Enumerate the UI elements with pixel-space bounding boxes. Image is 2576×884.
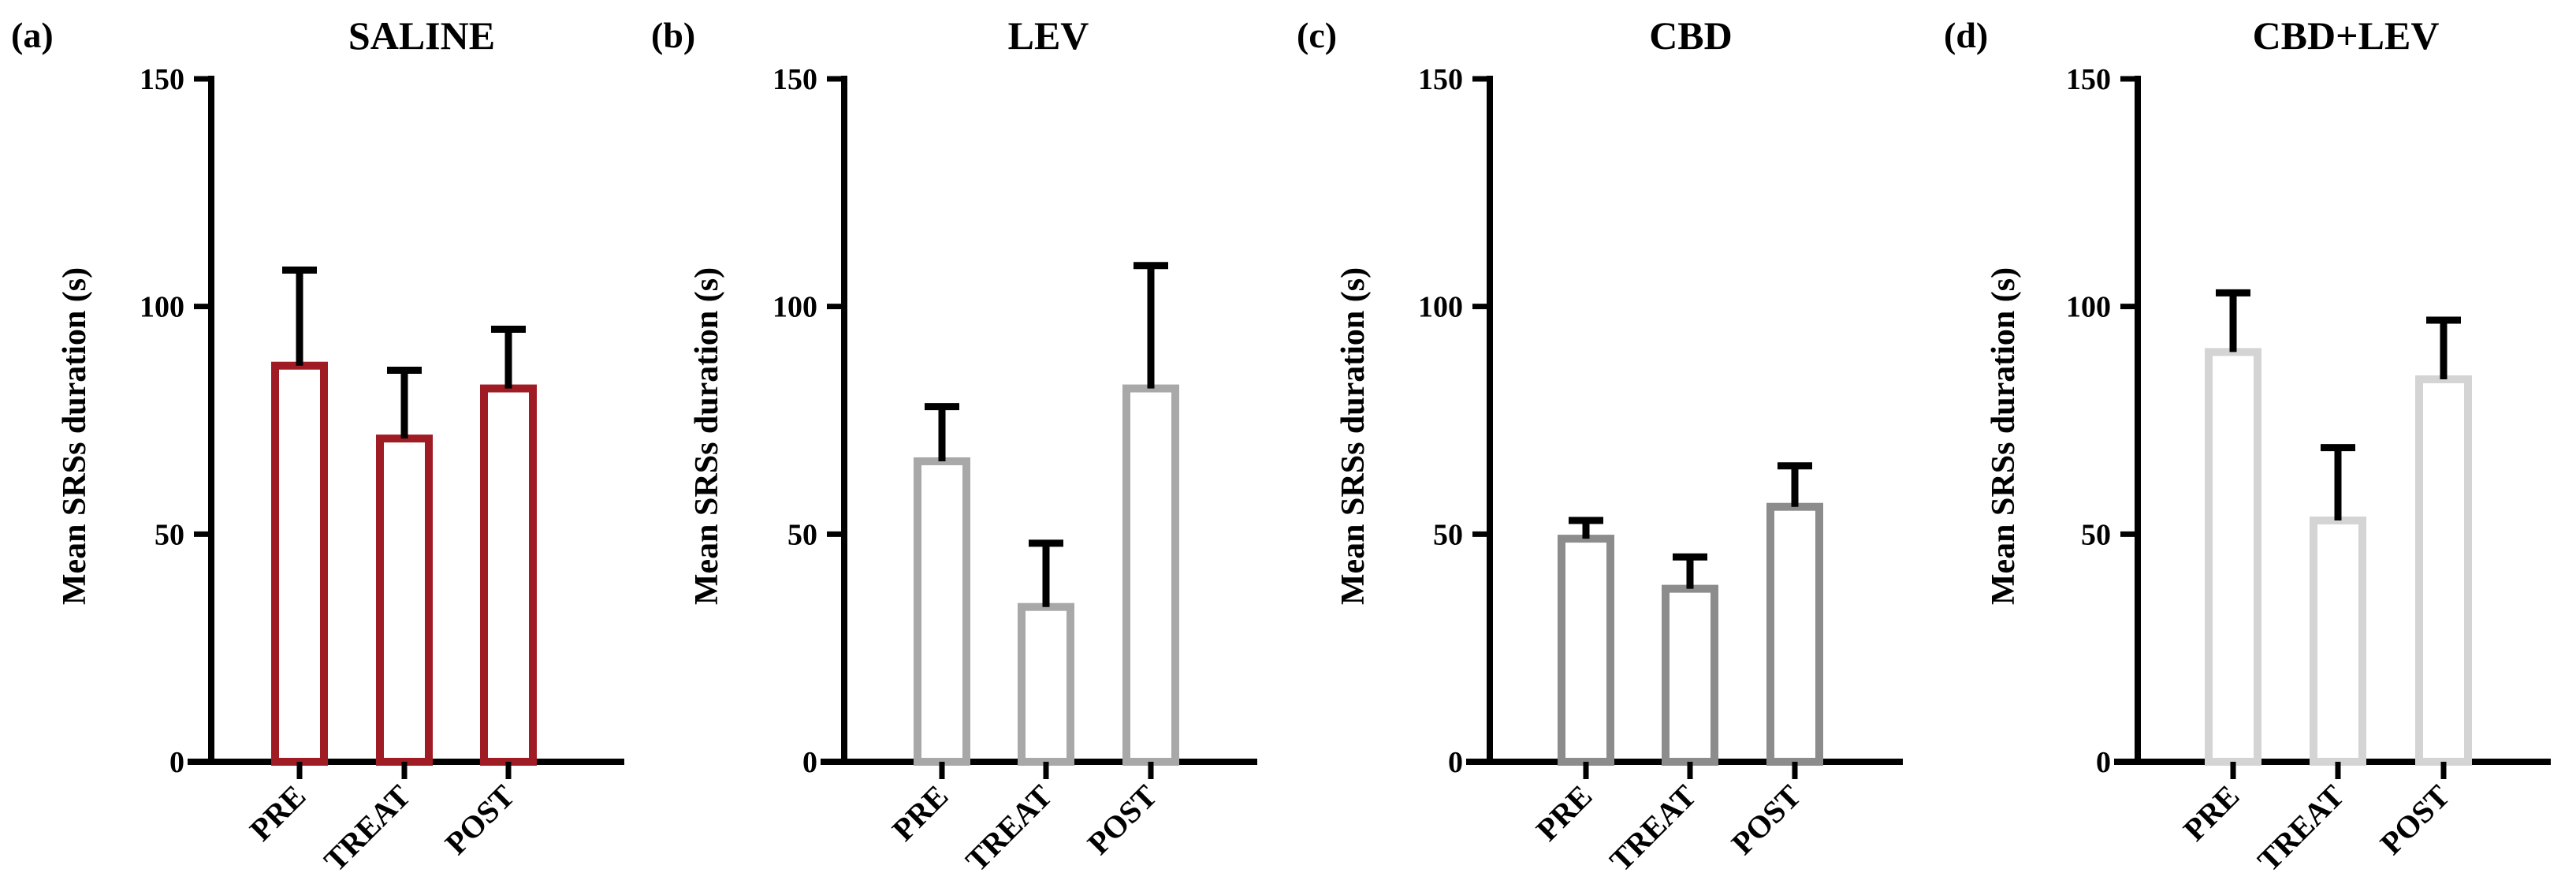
bar-treat <box>1018 602 1074 766</box>
y-tick-label: 150 <box>2066 63 2111 96</box>
y-axis-label: Mean SRSs duration (s) <box>1986 267 2022 605</box>
y-tick-label: 100 <box>140 291 184 324</box>
panel-title: CBD <box>1649 13 1733 58</box>
y-axis-label: Mean SRSs duration (s) <box>1335 267 1372 605</box>
x-tick-label: TREAT <box>959 778 1059 878</box>
x-tick-label: POST <box>2373 778 2457 861</box>
bar-treat <box>1662 584 1718 767</box>
y-axis-label: Mean SRSs duration (s) <box>689 267 725 605</box>
bar-pre <box>914 457 970 767</box>
panel-letter: (a) <box>11 15 54 55</box>
y-tick-label: 50 <box>154 518 184 551</box>
bar-post <box>1122 384 1179 766</box>
panel-letter: (d) <box>1944 15 1988 55</box>
y-tick-label: 100 <box>1418 291 1463 324</box>
y-axis-label: Mean SRSs duration (s) <box>57 267 93 605</box>
bar-post <box>480 384 537 766</box>
panel-title: LEV <box>1008 13 1089 58</box>
x-tick-label: PRE <box>1529 778 1599 848</box>
bar-post <box>2415 375 2472 766</box>
bar-pre <box>1558 535 1614 767</box>
y-tick-label: 0 <box>2096 746 2111 779</box>
panel-letter: (c) <box>1297 15 1337 55</box>
bar-post <box>1766 502 1823 767</box>
x-tick-label: POST <box>1725 778 1808 861</box>
x-tick-label: PRE <box>243 778 312 848</box>
x-tick-label: PRE <box>2176 778 2246 848</box>
y-tick-label: 150 <box>1418 63 1463 96</box>
y-tick-label: 0 <box>802 746 817 779</box>
x-tick-label: POST <box>438 778 522 861</box>
bar-treat <box>2310 517 2366 766</box>
x-tick-label: PRE <box>885 778 955 848</box>
panel-title: SALINE <box>348 13 495 58</box>
y-tick-label: 50 <box>2081 518 2111 551</box>
y-tick-label: 0 <box>1448 746 1463 779</box>
y-tick-label: 100 <box>772 291 817 324</box>
y-tick-label: 0 <box>169 746 184 779</box>
x-tick-label: TREAT <box>1603 778 1703 878</box>
x-tick-label: POST <box>1081 778 1164 861</box>
y-tick-label: 50 <box>787 518 817 551</box>
y-tick-label: 100 <box>2066 291 2111 324</box>
bar-pre <box>2205 348 2261 766</box>
panel-cbd-lev: (d) CBD+LEV Mean SRSs duration (s) 0 50 100 15… <box>1944 13 2551 878</box>
x-tick-label: TREAT <box>317 778 417 878</box>
y-tick-label: 150 <box>772 63 817 96</box>
y-tick-label: 150 <box>140 63 184 96</box>
x-tick-label: TREAT <box>2250 778 2351 878</box>
panel-lev: (b) LEV Mean SRSs duration (s) 0 50 100 150 PRE… <box>651 13 1257 878</box>
panel-title: CBD+LEV <box>2253 13 2440 58</box>
panel-saline: (a) SALINE Mean SRSs duration (s) 0 50 100 150… <box>11 13 624 878</box>
bar-pre <box>271 361 328 766</box>
panel-cbd: (c) CBD Mean SRSs duration (s) 0 50 100 150 PRE… <box>1297 13 1903 878</box>
panel-letter: (b) <box>651 15 695 55</box>
bar-treat <box>376 435 433 766</box>
y-tick-label: 50 <box>1433 518 1463 551</box>
